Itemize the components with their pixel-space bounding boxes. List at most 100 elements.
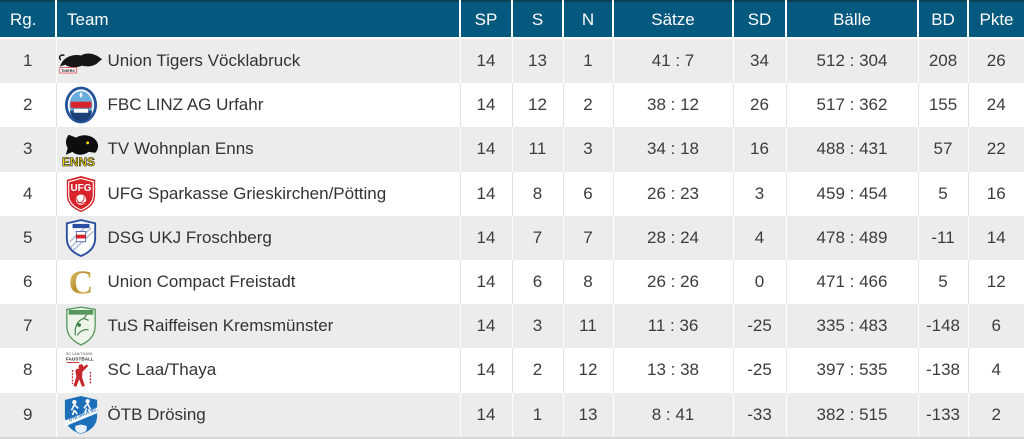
team-name: Union Compact Freistadt xyxy=(107,272,296,292)
svg-text:SC LAA/THAYA: SC LAA/THAYA xyxy=(65,352,92,356)
table-row-rank-6: 6 C Union Compact Freistadt 14 6 8 26 : … xyxy=(0,259,1024,305)
table-row-rank-3: 3 ENNS TV Wohnplan Enns 14 11 3 34 : 18 … xyxy=(0,127,1024,172)
sd-cell: 0 xyxy=(732,259,786,305)
baelle-cell: 478 : 489 xyxy=(785,215,918,260)
pkte-cell: 4 xyxy=(967,348,1024,393)
saetze-cell: 34 : 18 xyxy=(612,127,733,172)
sd-cell: 26 xyxy=(732,83,786,128)
rank-cell: 8 xyxy=(0,348,56,393)
saetze-cell: 8 : 41 xyxy=(612,392,733,438)
baelle-cell: 382 : 515 xyxy=(785,392,918,438)
bd-cell: 5 xyxy=(917,259,968,305)
bd-cell: -138 xyxy=(917,348,968,393)
col-header-pkte: Pkte xyxy=(967,1,1024,39)
team-cell: TuS Raiffeisen Kremsmünster xyxy=(55,304,460,349)
s-cell: 13 xyxy=(511,38,563,84)
n-cell: 13 xyxy=(562,392,613,438)
team-name: UFG Sparkasse Grieskirchen/Pötting xyxy=(107,183,387,203)
header-row: Rg. Team SP S N Sätze SD Bälle BD Pkte xyxy=(0,1,1024,39)
sp-cell: 14 xyxy=(459,259,512,305)
svg-text:ENNS: ENNS xyxy=(62,156,95,169)
baelle-cell: 488 : 431 xyxy=(785,127,918,172)
team-cell: ENNS TV Wohnplan Enns xyxy=(55,127,460,172)
col-header-bd: BD xyxy=(917,1,968,39)
s-cell: 1 xyxy=(511,392,563,438)
team-cell: ÖTB DRÖSING ÖTB Drösing xyxy=(55,392,460,438)
sd-cell: -25 xyxy=(732,348,786,393)
bd-cell: 5 xyxy=(917,171,968,216)
col-header-s: S xyxy=(511,1,563,39)
bd-cell: -148 xyxy=(917,304,968,349)
table-row-rank-9: 9 ÖTB DRÖSING ÖTB Drösing 14 1 13 8 : 41… xyxy=(0,392,1024,438)
pkte-cell: 16 xyxy=(967,171,1024,216)
table-row-rank-8: 8 SC LAA/THAYA FAUSTBALL SC Laa/Thaya 14… xyxy=(0,348,1024,393)
sd-cell: 4 xyxy=(732,215,786,260)
rank-cell: 5 xyxy=(0,215,56,260)
n-cell: 8 xyxy=(562,259,613,305)
ufg-grieskirchen-poetting-logo: UFG xyxy=(57,175,105,213)
saetze-cell: 13 : 38 xyxy=(612,348,733,393)
rank-cell: 7 xyxy=(0,304,56,349)
n-cell: 12 xyxy=(562,348,613,393)
team-cell: FBC LINZ AG Urfahr xyxy=(55,83,460,128)
baelle-cell: 335 : 483 xyxy=(785,304,918,349)
fbc-linz-ag-urfahr-logo xyxy=(57,86,105,124)
pkte-cell: 6 xyxy=(967,304,1024,349)
table-row-rank-7: 7 TuS Raiffeisen Kremsmünster 14 3 11 11… xyxy=(0,304,1024,349)
baelle-cell: 459 : 454 xyxy=(785,171,918,216)
union-tigers-voecklabruck-logo: TIGERS xyxy=(57,49,105,74)
sp-cell: 14 xyxy=(459,215,512,260)
baelle-cell: 397 : 535 xyxy=(785,348,918,393)
sd-cell: 34 xyxy=(732,38,786,84)
pkte-cell: 2 xyxy=(967,392,1024,438)
pkte-cell: 24 xyxy=(967,83,1024,128)
team-cell: SC LAA/THAYA FAUSTBALL SC Laa/Thaya xyxy=(55,348,460,393)
pkte-cell: 22 xyxy=(967,127,1024,172)
sp-cell: 14 xyxy=(459,348,512,393)
team-cell: TIGERS Union Tigers Vöcklabruck xyxy=(55,38,460,84)
standings-body: 1 TIGERS Union Tigers Vöcklabruck 14 13 … xyxy=(0,38,1024,438)
dsg-ukj-froschberg-logo xyxy=(57,218,105,257)
pkte-cell: 26 xyxy=(967,38,1024,84)
table-row-rank-2: 2 FBC LINZ AG Urfahr 14 12 2 38 : 12 26 … xyxy=(0,83,1024,128)
svg-text:TIGERS: TIGERS xyxy=(61,68,75,72)
tus-raiffeisen-kremsmuenster-logo xyxy=(57,306,105,346)
table-row-rank-5: 5 DSG UKJ Froschberg 14 7 7 28 : 24 4 47… xyxy=(0,215,1024,260)
saetze-cell: 38 : 12 xyxy=(612,83,733,128)
s-cell: 11 xyxy=(511,127,563,172)
s-cell: 12 xyxy=(511,83,563,128)
baelle-cell: 517 : 362 xyxy=(785,83,918,128)
rank-cell: 9 xyxy=(0,392,56,438)
rank-cell: 6 xyxy=(0,259,56,305)
bd-cell: -11 xyxy=(917,215,968,260)
rank-cell: 4 xyxy=(0,171,56,216)
svg-text:C: C xyxy=(68,265,93,300)
n-cell: 3 xyxy=(562,127,613,172)
s-cell: 2 xyxy=(511,348,563,393)
pkte-cell: 14 xyxy=(967,215,1024,260)
n-cell: 1 xyxy=(562,38,613,84)
sp-cell: 14 xyxy=(459,83,512,128)
sd-cell: 3 xyxy=(732,171,786,216)
bd-cell: 208 xyxy=(917,38,968,84)
col-header-n: N xyxy=(562,1,613,39)
s-cell: 6 xyxy=(511,259,563,305)
n-cell: 6 xyxy=(562,171,613,216)
n-cell: 2 xyxy=(562,83,613,128)
table-row-rank-4: 4 UFG UFG Sparkasse Grieskirchen/Pötting… xyxy=(0,171,1024,216)
saetze-cell: 26 : 23 xyxy=(612,171,733,216)
svg-text:FAUSTBALL: FAUSTBALL xyxy=(65,357,93,363)
sd-cell: 16 xyxy=(732,127,786,172)
saetze-cell: 28 : 24 xyxy=(612,215,733,260)
col-header-rank: Rg. xyxy=(0,1,56,39)
baelle-cell: 512 : 304 xyxy=(785,38,918,84)
sp-cell: 14 xyxy=(459,171,512,216)
sd-cell: -33 xyxy=(732,392,786,438)
team-name: SC Laa/Thaya xyxy=(107,360,217,380)
tv-wohnplan-enns-logo: ENNS xyxy=(57,130,105,168)
pkte-cell: 12 xyxy=(967,259,1024,305)
col-header-sd: SD xyxy=(732,1,786,39)
union-compact-freistadt-logo: C xyxy=(57,264,105,300)
sp-cell: 14 xyxy=(459,127,512,172)
